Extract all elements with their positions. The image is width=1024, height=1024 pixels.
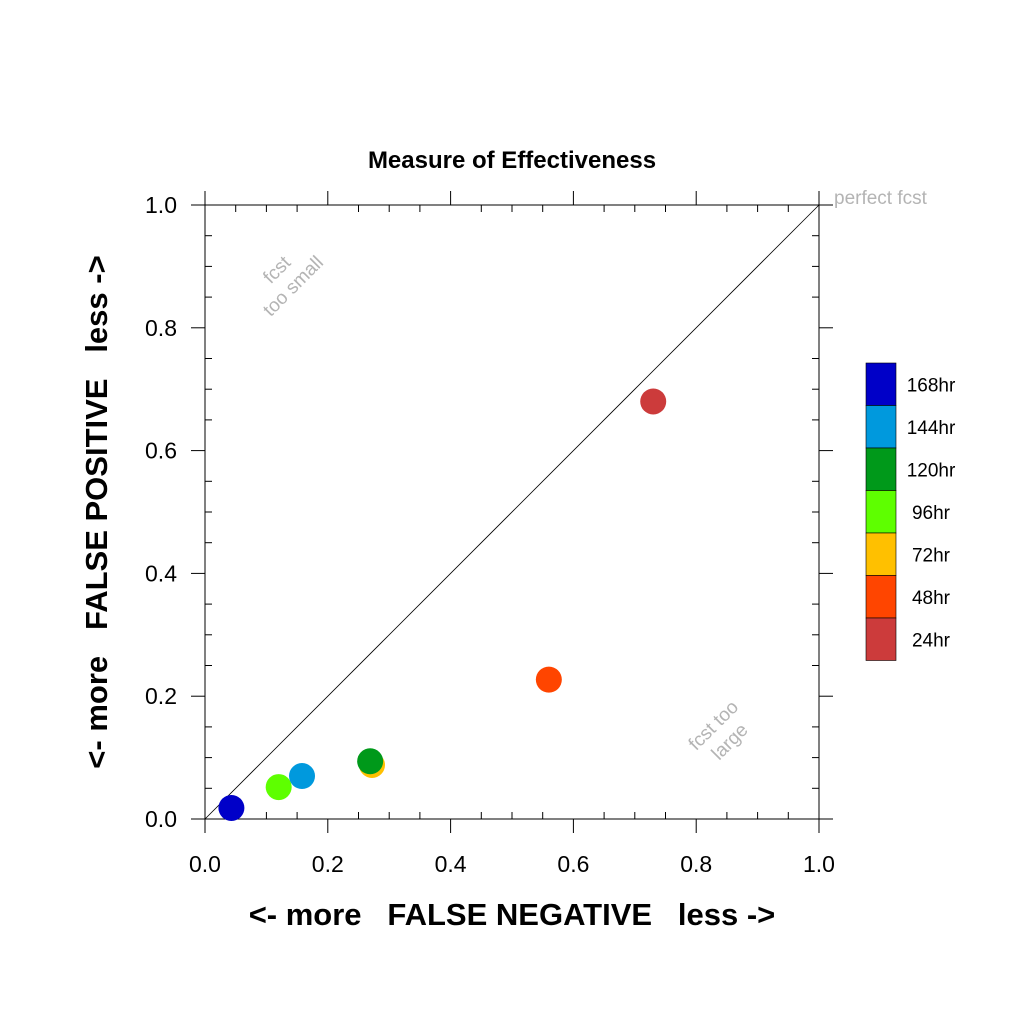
y-tick-label: 0.6 (145, 438, 177, 464)
data-points (218, 388, 667, 821)
point-168hr (218, 794, 245, 821)
point-144hr (289, 763, 316, 790)
y-tick-labels: 0.0 0.2 0.4 0.6 0.8 1.0 (145, 192, 177, 832)
y-tick-label: 1.0 (145, 192, 177, 218)
minor-ticks (205, 205, 819, 819)
too-small-annotation: fcst too small (259, 252, 328, 321)
y-tick-label: 0.8 (145, 315, 177, 341)
chart-title: Measure of Effectiveness (368, 147, 656, 174)
legend-label-120hr: 120hr (907, 460, 956, 481)
legend-label-48hr: 48hr (912, 588, 951, 609)
legend-swatch-48hr (865, 575, 897, 619)
too-large-annotation: fcst too large (685, 697, 753, 765)
x-tick-label: 0.0 (189, 851, 221, 877)
point-96hr (265, 774, 292, 801)
legend-swatch-72hr (865, 532, 897, 576)
y-tick-label: 0.2 (145, 683, 177, 709)
legend-swatch-96hr (865, 490, 897, 534)
legend-label-144hr: 144hr (907, 418, 956, 439)
x-tick-label: 0.8 (680, 851, 712, 877)
legend-label-24hr: 24hr (912, 630, 951, 651)
y-axis-label: <- more FALSE POSITIVE less -> (79, 255, 114, 768)
point-24hr (640, 388, 667, 415)
x-axis-label: <- more FALSE NEGATIVE less -> (249, 897, 776, 932)
x-tick-label: 1.0 (803, 851, 835, 877)
perfect-forecast-line (204, 204, 820, 820)
legend-label-168hr: 168hr (907, 375, 956, 396)
perfect-forecast-annotation: perfect fcst (834, 188, 928, 209)
legend: 168hr 144hr 120hr 96hr 72hr 48hr 24hr (865, 362, 956, 661)
x-tick-labels: 0.0 0.2 0.4 0.6 0.8 1.0 (189, 851, 835, 877)
legend-swatch-120hr (865, 447, 897, 491)
legend-swatch-144hr (865, 405, 897, 449)
y-tick-label: 0.0 (145, 806, 177, 832)
plot-frame (204, 204, 820, 820)
point-48hr (535, 666, 562, 693)
legend-swatch-24hr (865, 617, 897, 661)
major-ticks (191, 191, 833, 833)
x-tick-label: 0.6 (557, 851, 589, 877)
x-tick-label: 0.2 (312, 851, 344, 877)
point-120hr (357, 748, 384, 775)
legend-swatch-168hr (865, 362, 897, 406)
legend-label-72hr: 72hr (912, 545, 951, 566)
legend-label-96hr: 96hr (912, 503, 951, 524)
x-tick-label: 0.4 (435, 851, 467, 877)
y-tick-label: 0.4 (145, 560, 177, 586)
